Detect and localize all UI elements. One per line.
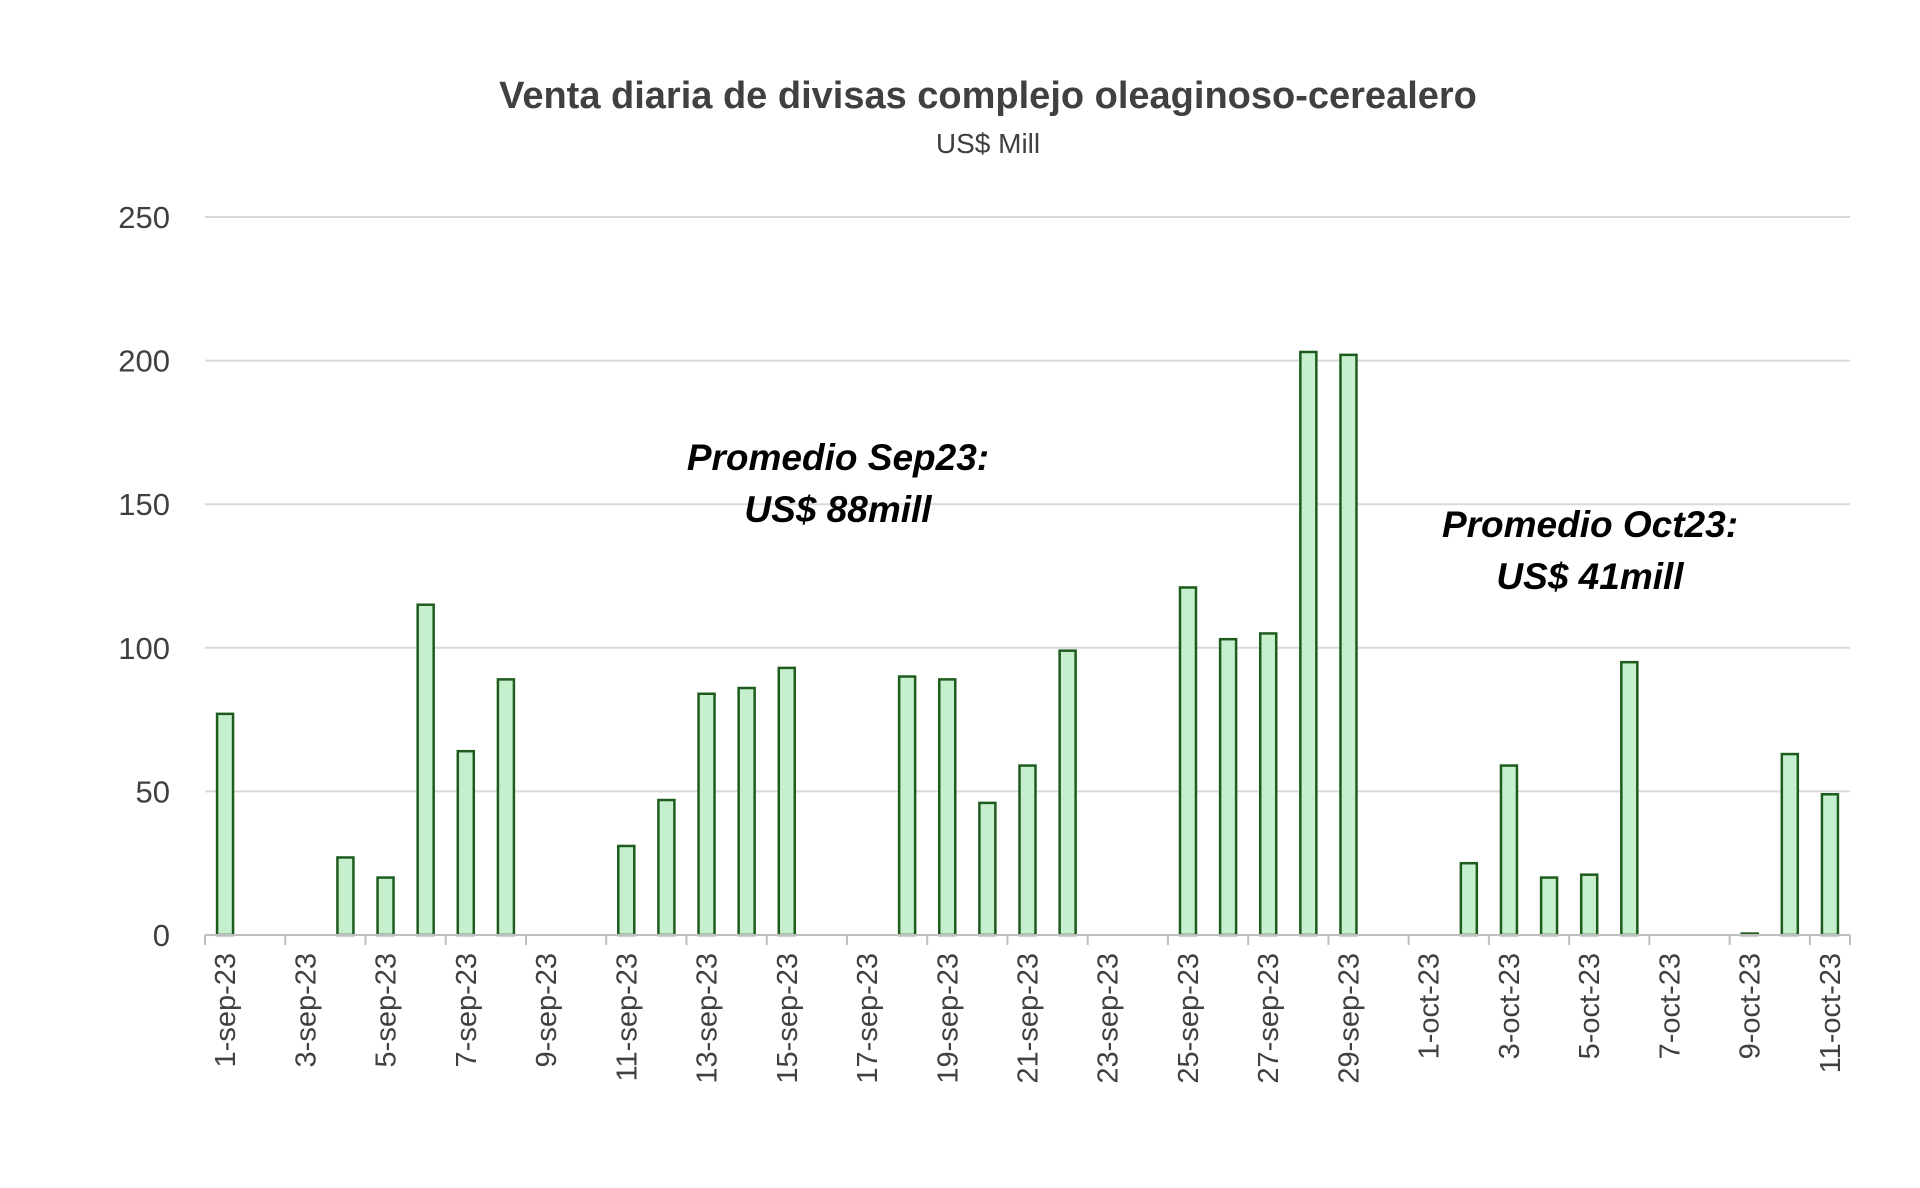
annotation-sep-line1: Promedio Sep23: [687, 437, 989, 478]
x-tick-label: 29-sep-23 [1333, 953, 1365, 1084]
chart-subtitle: US$ Mill [936, 128, 1040, 159]
bar [1820, 793, 1840, 937]
gridlines [205, 216, 1850, 793]
bar [657, 798, 676, 937]
x-axis-ticks: 1-sep-23 3-sep-23 5-sep-23 7-sep-23 9-sep-23… [210, 953, 1847, 1084]
x-tick-label: 17-sep-23 [852, 953, 884, 1084]
y-axis-ticks: 0 50 100 150 200 250 [118, 200, 170, 953]
bar [1780, 752, 1800, 937]
x-tick-label: 15-sep-23 [772, 953, 804, 1084]
x-axis [204, 934, 1851, 945]
chart-title: Venta diaria de divisas complejo oleagin… [499, 75, 1477, 117]
bar [1299, 350, 1318, 937]
x-tick-label: 21-sep-23 [1013, 953, 1045, 1084]
bar [1620, 660, 1639, 937]
bar [1218, 637, 1238, 937]
y-tick-label: 100 [118, 631, 170, 666]
x-tick-label: 7-sep-23 [451, 953, 483, 1067]
bar [1579, 873, 1599, 937]
x-tick-label: 11-oct-23 [1815, 953, 1847, 1073]
y-tick-label: 200 [118, 344, 170, 379]
x-tick-label: 23-sep-23 [1093, 953, 1125, 1084]
bar [376, 876, 395, 937]
x-tick-label: 7-oct-23 [1654, 953, 1686, 1059]
bar [1018, 764, 1037, 937]
annotation-sep-line2: US$ 88mill [744, 489, 932, 530]
x-tick-label: 9-sep-23 [531, 953, 563, 1067]
bar [336, 856, 355, 937]
bar [697, 692, 716, 937]
annotation-oct-line2: US$ 41mill [1496, 556, 1684, 597]
bar [617, 844, 636, 937]
bar [897, 675, 917, 937]
bar [978, 801, 997, 937]
x-tick-label: 1-oct-23 [1414, 953, 1446, 1059]
y-tick-label: 150 [118, 487, 170, 522]
x-tick-label: 19-sep-23 [932, 953, 964, 1084]
x-tick-label: 25-sep-23 [1173, 953, 1205, 1084]
x-tick-label: 9-oct-23 [1735, 953, 1767, 1059]
bar [496, 678, 516, 937]
bar [1539, 876, 1559, 937]
annotation-oct-line1: Promedio Oct23: [1442, 504, 1738, 545]
x-tick-label: 5-sep-23 [371, 953, 403, 1067]
x-tick-label: 13-sep-23 [692, 953, 724, 1084]
bar [1178, 586, 1198, 937]
bar [1499, 764, 1519, 937]
bar [938, 678, 957, 937]
y-tick-label: 0 [153, 918, 170, 953]
y-tick-label: 250 [118, 200, 170, 235]
x-tick-label: 5-oct-23 [1574, 953, 1606, 1059]
x-tick-label: 1-sep-23 [210, 953, 242, 1067]
bar [777, 666, 797, 937]
bar [215, 712, 235, 937]
bars [215, 350, 1840, 937]
bar [1459, 861, 1479, 937]
bar [1058, 649, 1077, 937]
bar [416, 603, 435, 937]
x-tick-label: 3-sep-23 [290, 953, 322, 1067]
y-tick-label: 50 [136, 774, 170, 809]
bar [737, 686, 756, 937]
x-tick-label: 11-sep-23 [611, 953, 643, 1081]
bar [1339, 353, 1358, 937]
bar [1258, 632, 1278, 937]
x-tick-label: 3-oct-23 [1494, 953, 1526, 1059]
x-tick-label: 27-sep-23 [1253, 953, 1285, 1084]
bar [456, 749, 476, 937]
